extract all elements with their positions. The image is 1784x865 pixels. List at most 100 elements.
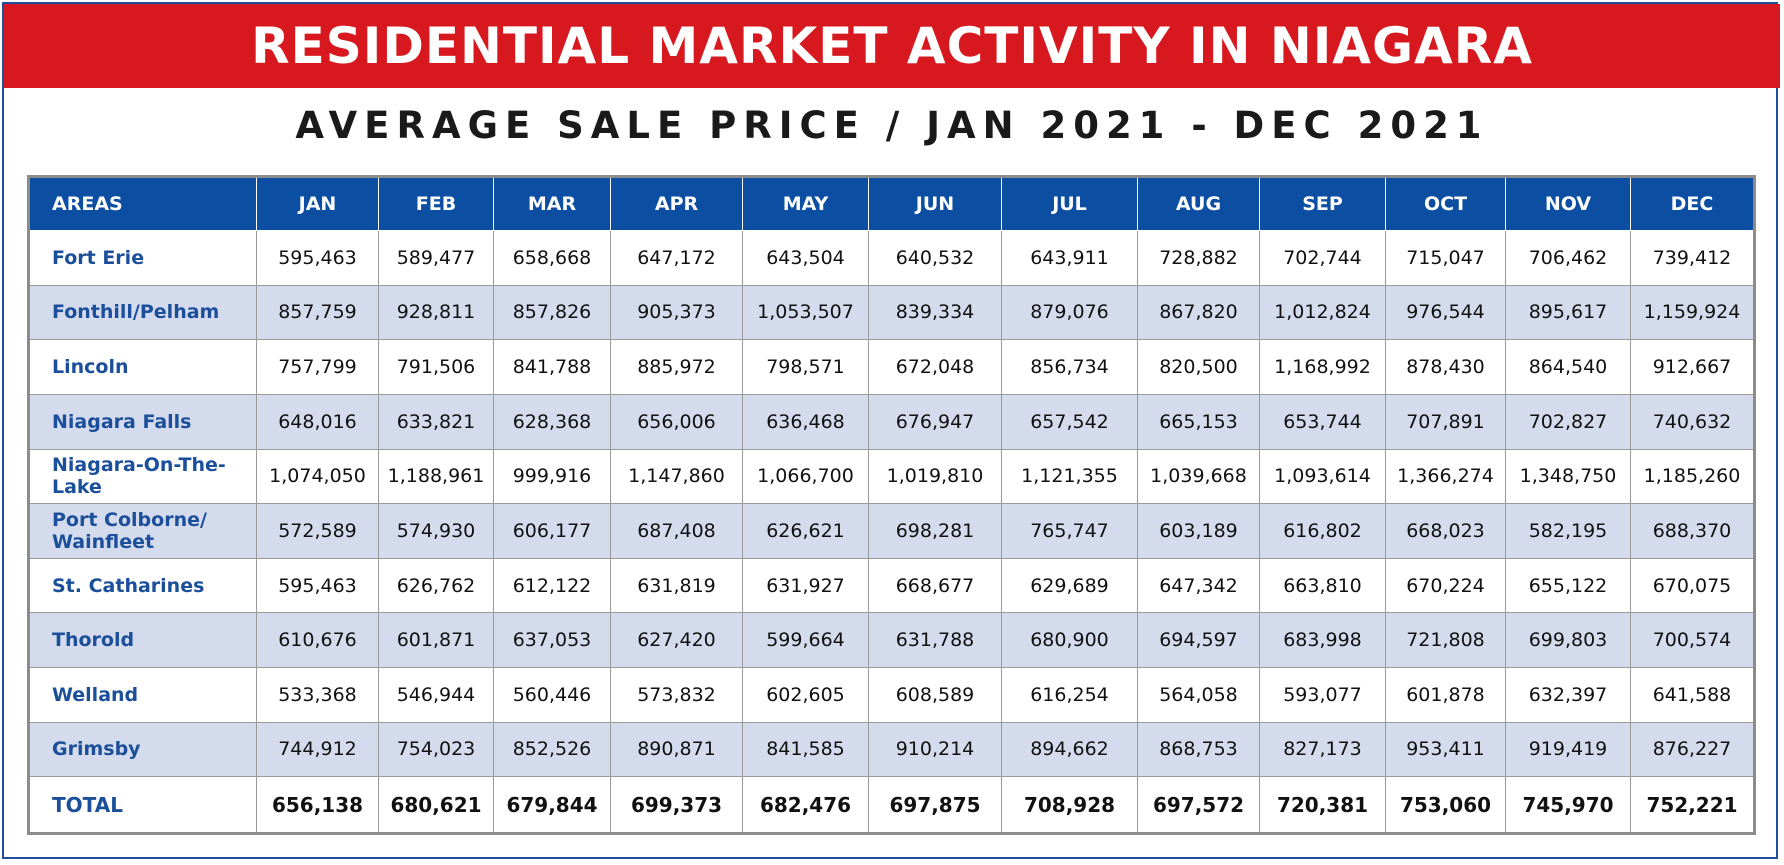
price-cell: 606,177 (493, 503, 611, 559)
price-cell: 670,224 (1385, 557, 1506, 614)
area-name: Fort Erie (28, 230, 257, 286)
price-cell: 616,254 (1001, 667, 1138, 723)
table-row: Fort Erie 595,463 589,477 658,668 647,172 643… (28, 230, 1755, 286)
price-cell: 841,585 (742, 721, 869, 778)
price-cell: 668,677 (868, 557, 1002, 614)
price-cell: 953,411 (1385, 721, 1506, 778)
price-cell: 852,526 (493, 721, 611, 778)
price-cell: 928,811 (378, 284, 494, 341)
price-cell: 976,544 (1385, 284, 1506, 341)
price-cell: 878,430 (1385, 339, 1506, 395)
price-cell: 688,370 (1630, 503, 1755, 559)
header-may: MAY (742, 176, 869, 231)
price-cell: 827,173 (1259, 721, 1386, 778)
header-feb: FEB (378, 176, 494, 231)
price-cell: 612,122 (493, 557, 611, 614)
price-cell: 868,753 (1137, 721, 1260, 778)
area-name: Welland (28, 667, 257, 723)
area-name: TOTAL (28, 776, 257, 834)
price-cell: 740,632 (1630, 393, 1755, 450)
price-cell: 1,121,355 (1001, 448, 1138, 505)
price-cell: 754,023 (378, 721, 494, 778)
price-cell: 631,819 (610, 557, 743, 614)
price-cell: 655,122 (1505, 557, 1631, 614)
price-cell: 533,368 (256, 667, 379, 723)
price-cell: 683,998 (1259, 612, 1386, 668)
price-cell: 697,572 (1137, 776, 1260, 834)
price-cell: 885,972 (610, 339, 743, 395)
price-cell: 631,788 (868, 612, 1002, 668)
price-cell: 728,882 (1137, 230, 1260, 286)
price-cell: 656,138 (256, 776, 379, 834)
price-cell: 626,621 (742, 503, 869, 559)
price-cell: 589,477 (378, 230, 494, 286)
price-cell: 665,153 (1137, 393, 1260, 450)
price-cell: 656,006 (610, 393, 743, 450)
price-cell: 657,542 (1001, 393, 1138, 450)
price-cell: 707,891 (1385, 393, 1506, 450)
header-row: AREAS JAN FEB MAR APR MAY JUN JUL AUG SEP OCT NOV DE… (28, 176, 1755, 231)
price-cell: 1,053,507 (742, 284, 869, 341)
header-apr: APR (610, 176, 743, 231)
price-table: AREAS JAN FEB MAR APR MAY JUN JUL AUG SEP OCT NOV DE… (27, 175, 1756, 835)
price-cell: 637,053 (493, 612, 611, 668)
price-cell: 670,075 (1630, 557, 1755, 614)
header-nov: NOV (1505, 176, 1631, 231)
price-cell: 679,844 (493, 776, 611, 834)
price-cell: 599,664 (742, 612, 869, 668)
header-oct: OCT (1385, 176, 1506, 231)
price-cell: 721,808 (1385, 612, 1506, 668)
price-cell: 648,016 (256, 393, 379, 450)
price-cell: 643,504 (742, 230, 869, 286)
price-cell: 1,147,860 (610, 448, 743, 505)
table-row: Port Colborne/ Wainfleet 572,589 574,930 60… (28, 503, 1755, 559)
price-cell: 672,048 (868, 339, 1002, 395)
price-cell: 564,058 (1137, 667, 1260, 723)
price-cell: 631,927 (742, 557, 869, 614)
price-cell: 687,408 (610, 503, 743, 559)
price-cell: 894,662 (1001, 721, 1138, 778)
header-dec: DEC (1630, 176, 1755, 231)
price-cell: 715,047 (1385, 230, 1506, 286)
area-name: Grimsby (28, 721, 257, 778)
price-cell: 910,214 (868, 721, 1002, 778)
price-cell: 676,947 (868, 393, 1002, 450)
price-cell: 626,762 (378, 557, 494, 614)
price-cell: 905,373 (610, 284, 743, 341)
price-cell: 857,826 (493, 284, 611, 341)
table-row: St. Catharines 595,463 626,762 612,122 631,8… (28, 557, 1755, 614)
price-cell: 895,617 (1505, 284, 1631, 341)
price-cell: 919,419 (1505, 721, 1631, 778)
price-cell: 1,066,700 (742, 448, 869, 505)
price-cell: 663,810 (1259, 557, 1386, 614)
price-cell: 641,588 (1630, 667, 1755, 723)
price-cell: 867,820 (1137, 284, 1260, 341)
price-cell: 702,744 (1259, 230, 1386, 286)
price-cell: 608,589 (868, 667, 1002, 723)
price-cell: 720,381 (1259, 776, 1386, 834)
price-cell: 702,827 (1505, 393, 1631, 450)
price-cell: 791,506 (378, 339, 494, 395)
header-jul: JUL (1001, 176, 1138, 231)
price-cell: 820,500 (1137, 339, 1260, 395)
price-cell: 841,788 (493, 339, 611, 395)
table-row: Niagara Falls 648,016 633,821 628,368 656,00… (28, 393, 1755, 450)
header-areas: AREAS (28, 176, 257, 231)
price-cell: 739,412 (1630, 230, 1755, 286)
price-cell: 546,944 (378, 667, 494, 723)
table-row: Lincoln 757,799 791,506 841,788 885,972 798,5… (28, 339, 1755, 395)
total-row: TOTAL 656,138 680,621 679,844 699,373 682,476… (28, 776, 1755, 834)
price-cell: 647,342 (1137, 557, 1260, 614)
price-cell: 593,077 (1259, 667, 1386, 723)
price-cell: 643,911 (1001, 230, 1138, 286)
price-cell: 595,463 (256, 557, 379, 614)
price-cell: 680,900 (1001, 612, 1138, 668)
price-cell: 582,195 (1505, 503, 1631, 559)
price-cell: 595,463 (256, 230, 379, 286)
price-cell: 658,668 (493, 230, 611, 286)
price-cell: 601,878 (1385, 667, 1506, 723)
price-cell: 640,532 (868, 230, 1002, 286)
page-title: RESIDENTIAL MARKET ACTIVITY IN NIAGARA (4, 4, 1780, 88)
price-cell: 632,397 (1505, 667, 1631, 723)
price-cell: 601,871 (378, 612, 494, 668)
